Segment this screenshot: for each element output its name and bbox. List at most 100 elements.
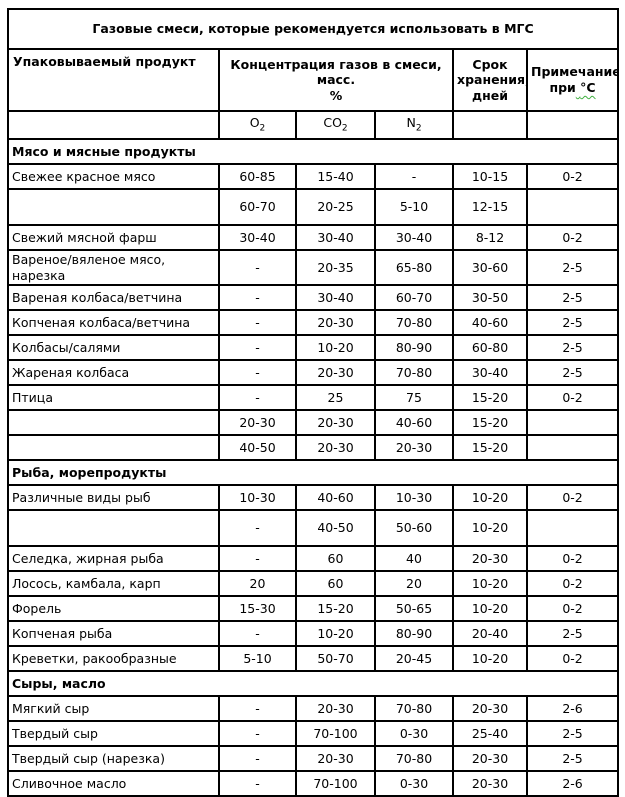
co2-cell: 40-60 <box>295 484 376 512</box>
n2-cell: 70-80 <box>374 359 454 387</box>
product-cell <box>7 409 220 437</box>
co2-cell: 70-100 <box>295 770 376 797</box>
section-row: Рыба, морепродукты <box>6 459 620 487</box>
temp-note-cell: 2-6 <box>525 695 620 723</box>
shelf-life-cell: 40-60 <box>452 309 528 337</box>
temp-note-cell: 0-2 <box>525 570 620 598</box>
temp-note-cell: 0-2 <box>525 163 620 190</box>
col-header-product: Упаковываемый продукт <box>7 48 220 112</box>
temp-note-cell: 2-6 <box>525 770 620 797</box>
co2-cell: 20-35 <box>295 248 376 287</box>
shelf-life-cell: 20-40 <box>452 620 528 648</box>
section-row: Сыры, масло <box>6 670 620 698</box>
o2-cell: 40-50 <box>218 434 297 462</box>
temp-note-cell <box>525 188 620 226</box>
co2-cell: 60 <box>295 570 376 598</box>
o2-cell: - <box>218 509 297 548</box>
table-title: Газовые смеси, которые рекомендуется исп… <box>6 8 620 50</box>
n2-cell: 50-65 <box>374 595 454 623</box>
co2-cell: 20-30 <box>295 434 376 462</box>
gas-subheader-row: O2 CO2 N2 <box>7 110 620 140</box>
n2-cell: 20-30 <box>374 434 454 462</box>
shelf-life-cell: 60-80 <box>452 334 528 362</box>
co2-cell: 20-30 <box>295 359 376 387</box>
temp-note-cell: 0-2 <box>525 645 620 673</box>
co2-cell: 15-20 <box>295 595 376 623</box>
col-header-shelf-life: Срок хранения, дней <box>452 48 528 112</box>
subheader-empty-shelf-life <box>452 110 528 140</box>
shelf-life-cell: 30-60 <box>452 248 528 287</box>
co2-subscript: 2 <box>341 123 348 134</box>
co2-cell: 50-70 <box>295 645 376 673</box>
co2-cell: 10-20 <box>295 334 376 362</box>
n2-cell: 80-90 <box>374 620 454 648</box>
n2-cell: 60-70 <box>374 284 454 312</box>
shelf-life-cell: 20-30 <box>452 545 528 573</box>
product-cell: Птица <box>7 384 220 412</box>
product-cell: Колбасы/салями <box>7 334 220 362</box>
product-cell: Креветки, ракообразные <box>7 645 220 673</box>
table-row: Селедка, жирная рыба -60 40 20-30 0-2 <box>7 545 620 573</box>
section-row: Мясо и мясные продукты <box>6 138 620 165</box>
shelf-life-cell: 8-12 <box>452 224 528 251</box>
subheader-empty-product <box>7 110 220 140</box>
o2-cell: 30-40 <box>218 224 297 251</box>
product-cell: Мягкий сыр <box>7 695 220 723</box>
spellcheck-underline: °С <box>576 80 595 95</box>
co2-cell: 20-30 <box>295 409 376 437</box>
shelf-life-cell: 30-50 <box>452 284 528 312</box>
temp-note-cell: 2-5 <box>525 620 620 648</box>
co2-cell: 40-50 <box>295 509 376 548</box>
o2-cell: - <box>218 359 297 387</box>
shelf-life-cell: 10-20 <box>452 645 528 673</box>
product-cell: Лосось, камбала, карп <box>7 570 220 598</box>
temp-note-cell: 2-5 <box>525 359 620 387</box>
table-row: Свежее красное мясо 60-85 15-40-10-15 0-2 <box>7 163 620 190</box>
col-header-o2: O2 <box>218 110 297 140</box>
n2-cell: 75 <box>374 384 454 412</box>
n2-cell: 70-80 <box>374 695 454 723</box>
o2-cell: - <box>218 334 297 362</box>
n2-cell: 0-30 <box>374 770 454 797</box>
concentration-label-line1: Концентрация газов в смеси, масс. <box>230 56 442 88</box>
col-header-co2: CO2 <box>295 110 376 140</box>
temp-note-cell <box>525 409 620 437</box>
o2-cell: - <box>218 620 297 648</box>
product-cell: Копченая рыба <box>7 620 220 648</box>
co2-cell: 10-20 <box>295 620 376 648</box>
product-cell: Копченая колбаса/ветчина <box>7 309 220 337</box>
n2-cell: 30-40 <box>374 224 454 251</box>
shelf-life-cell: 15-20 <box>452 384 528 412</box>
o2-cell: - <box>218 720 297 748</box>
table-row: 20-30 20-30 40-60 15-20 <box>7 409 620 437</box>
section-header: Сыры, масло <box>6 670 620 698</box>
product-cell: Сливочное масло <box>7 770 220 797</box>
co2-cell: 15-40 <box>295 163 376 190</box>
shelf-life-cell: 25-40 <box>452 720 528 748</box>
product-cell: Твердый сыр (нарезка) <box>7 745 220 773</box>
n2-cell: 50-60 <box>374 509 454 548</box>
co2-cell: 30-40 <box>295 224 376 251</box>
col-header-n2: N2 <box>374 110 454 140</box>
o2-cell: - <box>218 284 297 312</box>
concentration-label-line2: % <box>329 87 343 103</box>
col-header-note: Примечание, при °С <box>525 48 620 112</box>
o2-cell: 60-85 <box>218 163 297 190</box>
shelf-life-cell: 10-20 <box>452 509 528 548</box>
n2-cell: 40 <box>374 545 454 573</box>
section-header: Мясо и мясные продукты <box>6 138 620 165</box>
temp-note-cell: 0-2 <box>525 595 620 623</box>
product-cell: Жареная колбаса <box>7 359 220 387</box>
table-row: Вареное/вяленое мясо, нарезка -20-35 65-80… <box>7 248 620 287</box>
n2-cell: 20 <box>374 570 454 598</box>
product-cell <box>7 434 220 462</box>
product-cell: Свежий мясной фарш <box>7 224 220 251</box>
n2-cell: - <box>374 163 454 190</box>
table-row: Мягкий сыр -20-30 70-80 20-30 2-6 <box>7 695 620 723</box>
n2-cell: 40-60 <box>374 409 454 437</box>
o2-cell: 20-30 <box>218 409 297 437</box>
co2-cell: 25 <box>295 384 376 412</box>
co2-cell: 30-40 <box>295 284 376 312</box>
co2-cell: 70-100 <box>295 720 376 748</box>
